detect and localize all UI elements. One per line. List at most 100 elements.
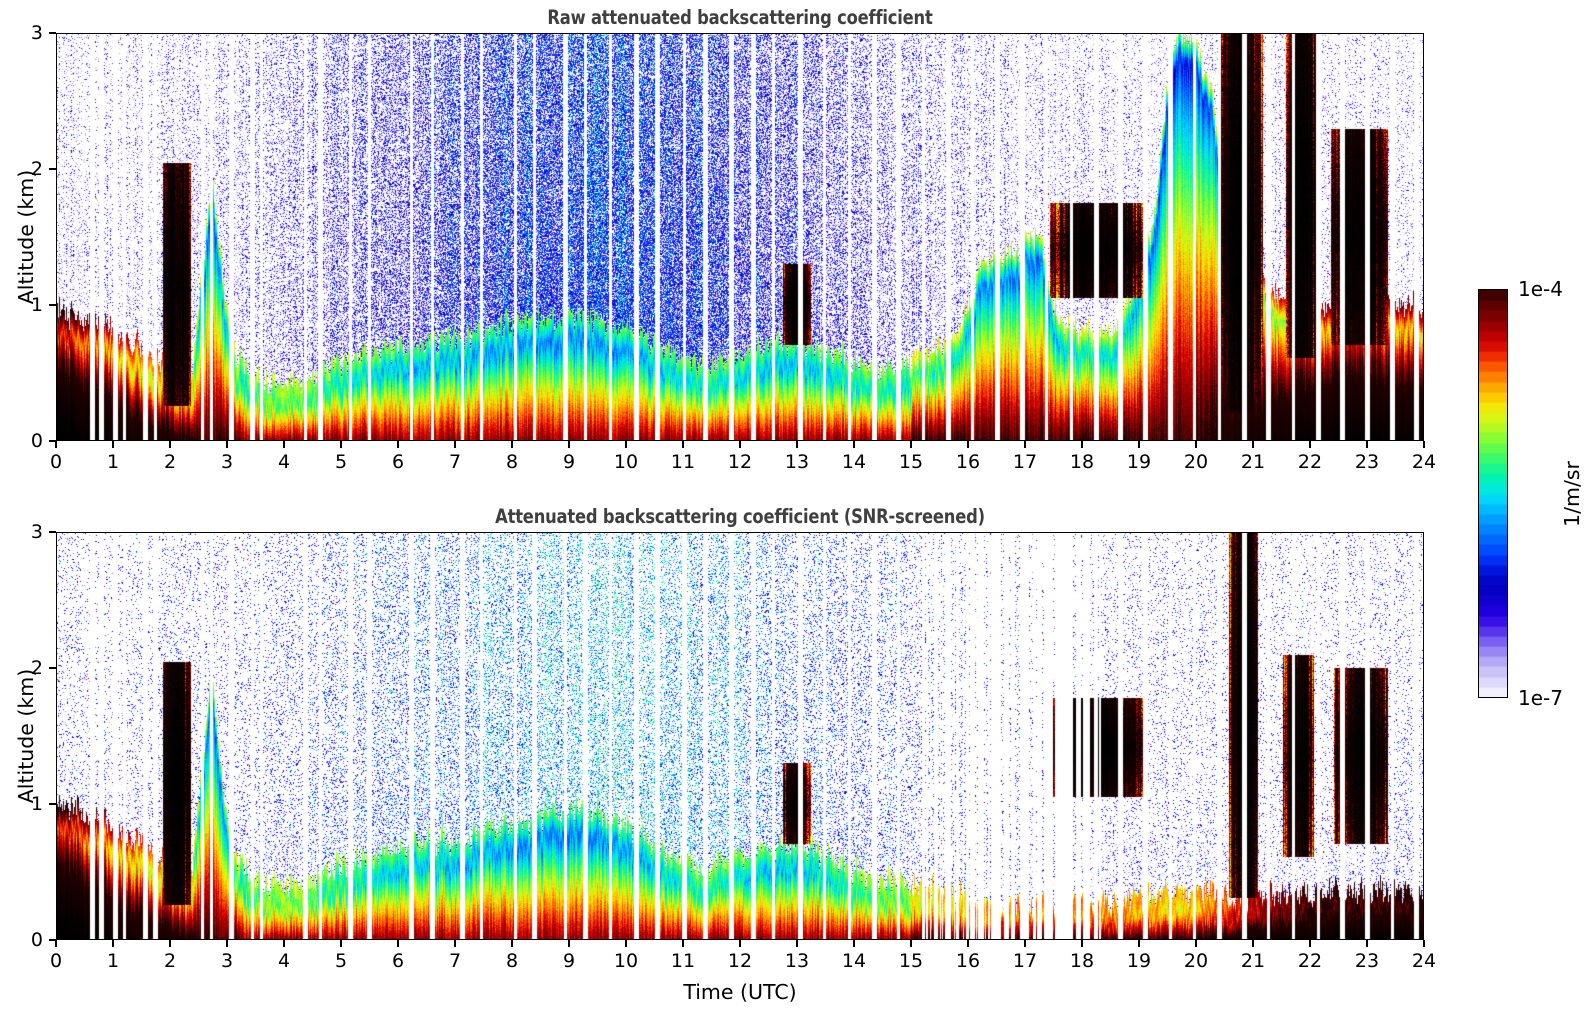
x-tick	[625, 940, 627, 947]
x-tick-label: 21	[1240, 451, 1266, 473]
y-tick	[49, 939, 56, 941]
x-tick	[796, 940, 798, 947]
x-tick	[169, 441, 171, 448]
x-tick-label: 3	[220, 950, 234, 972]
x-tick-label: 10	[613, 451, 639, 473]
x-tick-label: 12	[727, 451, 753, 473]
x-tick-label: 18	[1069, 451, 1095, 473]
x-tick	[112, 940, 114, 947]
x-tick-label: 15	[898, 451, 924, 473]
x-tick-label: 10	[613, 950, 639, 972]
x-tick-label: 19	[1126, 451, 1152, 473]
x-tick	[340, 940, 342, 947]
x-tick	[511, 441, 513, 448]
y-tick-label: 3	[30, 22, 43, 44]
panel-title-screened: Attenuated backscattering coefficient (S…	[495, 505, 985, 528]
x-tick-label: 1	[106, 950, 120, 972]
x-tick	[55, 441, 57, 448]
y-axis-label-raw: Altitude (km)	[14, 169, 38, 305]
x-tick	[1366, 940, 1368, 947]
x-tick-label: 16	[955, 950, 981, 972]
x-tick-label: 11	[670, 950, 696, 972]
y-tick	[49, 32, 56, 34]
x-tick-label: 8	[505, 950, 519, 972]
x-tick-label: 21	[1240, 950, 1266, 972]
x-tick	[796, 441, 798, 448]
x-tick-label: 4	[277, 451, 291, 473]
x-tick	[1195, 441, 1197, 448]
x-tick-label: 2	[163, 451, 177, 473]
x-tick-label: 6	[391, 950, 405, 972]
x-tick	[910, 441, 912, 448]
y-tick	[49, 531, 56, 533]
x-tick	[55, 940, 57, 947]
y-tick	[49, 440, 56, 442]
x-tick-label: 22	[1297, 451, 1323, 473]
x-tick-label: 14	[841, 451, 867, 473]
x-tick	[853, 940, 855, 947]
y-tick	[49, 667, 56, 669]
plot-panel-raw	[56, 33, 1424, 441]
y-tick-label: 0	[30, 929, 43, 951]
x-tick-label: 24	[1411, 451, 1437, 473]
x-tick-label: 18	[1069, 950, 1095, 972]
x-tick	[1309, 441, 1311, 448]
colorbar-unit-label: 1/m/sr	[1560, 460, 1584, 527]
x-tick-label: 0	[49, 451, 63, 473]
colorbar-max-label: 1e-4	[1518, 277, 1563, 301]
x-tick	[682, 940, 684, 947]
x-tick-label: 19	[1126, 950, 1152, 972]
x-tick-label: 3	[220, 451, 234, 473]
x-tick-label: 23	[1354, 950, 1380, 972]
x-tick	[511, 940, 513, 947]
x-tick-label: 2	[163, 950, 177, 972]
x-tick	[283, 441, 285, 448]
x-axis-label: Time (UTC)	[683, 980, 797, 1004]
x-tick	[454, 940, 456, 947]
x-tick-label: 17	[1012, 451, 1038, 473]
x-tick	[739, 441, 741, 448]
heatmap-canvas-screened	[57, 533, 1423, 939]
x-tick	[397, 940, 399, 947]
y-tick-label: 0	[30, 430, 43, 452]
colorbar-gradient	[1479, 290, 1507, 697]
x-tick	[283, 940, 285, 947]
plot-panel-screened	[56, 532, 1424, 940]
y-tick-label: 1	[30, 793, 43, 815]
y-tick-label: 1	[30, 294, 43, 316]
x-tick	[1138, 441, 1140, 448]
x-tick-label: 5	[334, 950, 348, 972]
x-tick-label: 15	[898, 950, 924, 972]
y-tick-label: 2	[30, 158, 43, 180]
x-tick-label: 22	[1297, 950, 1323, 972]
x-tick-label: 4	[277, 950, 291, 972]
x-tick	[454, 441, 456, 448]
x-tick-label: 7	[448, 451, 462, 473]
x-tick	[169, 940, 171, 947]
x-tick-label: 23	[1354, 451, 1380, 473]
x-tick	[1024, 441, 1026, 448]
x-tick	[226, 940, 228, 947]
x-tick-label: 13	[784, 451, 810, 473]
y-tick	[49, 304, 56, 306]
x-tick	[682, 441, 684, 448]
x-tick-label: 9	[562, 451, 576, 473]
x-tick-label: 14	[841, 950, 867, 972]
x-tick	[1309, 940, 1311, 947]
x-tick-label: 20	[1183, 451, 1209, 473]
x-tick	[967, 940, 969, 947]
x-tick	[1423, 940, 1425, 947]
x-tick-label: 5	[334, 451, 348, 473]
y-tick-label: 2	[30, 657, 43, 679]
x-tick-label: 6	[391, 451, 405, 473]
x-tick-label: 13	[784, 950, 810, 972]
x-tick-label: 17	[1012, 950, 1038, 972]
x-tick-label: 8	[505, 451, 519, 473]
heatmap-canvas-raw	[57, 34, 1423, 440]
x-tick-label: 0	[49, 950, 63, 972]
x-tick	[112, 441, 114, 448]
panel-title-raw: Raw attenuated backscattering coefficien…	[547, 6, 933, 29]
y-tick	[49, 803, 56, 805]
colorbar	[1478, 289, 1508, 698]
x-tick	[1252, 940, 1254, 947]
